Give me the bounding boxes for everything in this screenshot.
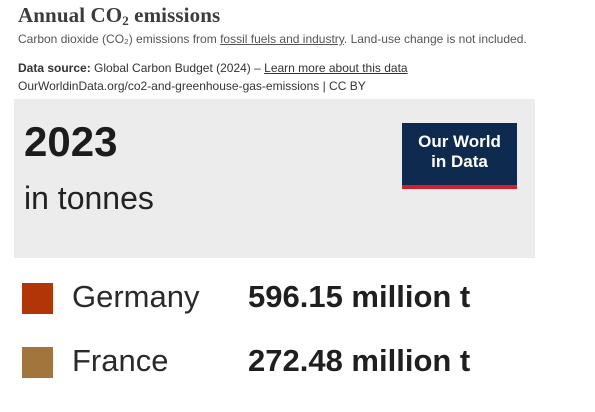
logo-line-2: in Data <box>431 152 488 171</box>
chart-title: Annual CO2 emissions <box>18 3 221 28</box>
fossil-fuels-link[interactable]: fossil fuels and industry <box>220 32 344 46</box>
country-name: Germany <box>72 279 200 314</box>
logo-line-1: Our World <box>418 132 501 151</box>
germany-color-swatch <box>22 283 53 314</box>
emission-value: 272.48 million t <box>248 343 471 378</box>
unit-label: in tonnes <box>24 180 154 216</box>
country-name: France <box>72 343 169 378</box>
summary-panel: 2023 in tonnes Our World in Data <box>14 99 535 258</box>
learn-more-link[interactable]: Learn more about this data <box>264 61 408 75</box>
year-label: 2023 <box>24 118 118 165</box>
owid-logo[interactable]: Our World in Data <box>402 123 517 189</box>
chart-subtitle: Carbon dioxide (CO₂) emissions from foss… <box>18 32 527 46</box>
data-source: Data source: Global Carbon Budget (2024)… <box>18 61 408 75</box>
source-url: OurWorldinData.org/co2-and-greenhouse-ga… <box>18 79 366 93</box>
france-color-swatch <box>22 347 53 378</box>
emission-value: 596.15 million t <box>248 279 471 314</box>
